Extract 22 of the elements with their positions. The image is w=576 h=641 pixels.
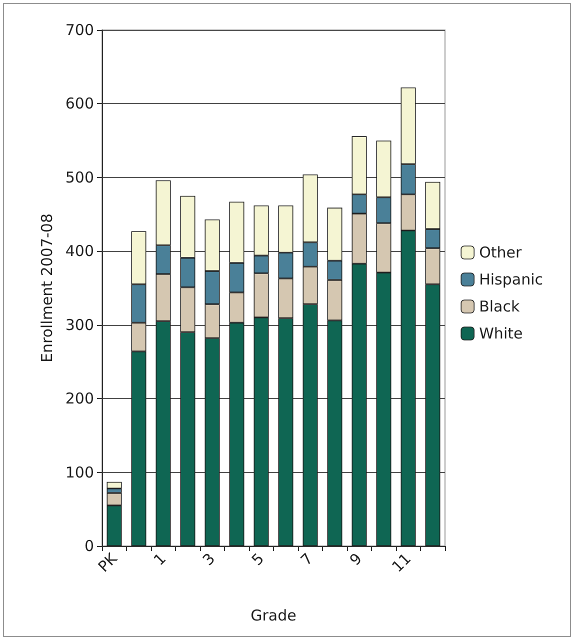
y-tick-label: 100 (65, 463, 94, 482)
y-tick-label: 400 (65, 242, 94, 260)
x-axis-title: Grade (250, 606, 296, 624)
legend-label: Other (479, 244, 523, 262)
x-tick-label: 3 (199, 550, 219, 570)
y-tick-label: 600 (65, 94, 94, 113)
bar (106, 482, 122, 489)
y-tick-label: 500 (65, 168, 94, 186)
x-tick-label: 7 (297, 550, 317, 570)
x-tick-label: 11 (388, 550, 415, 576)
y-tick-label: 300 (65, 316, 94, 334)
y-tick-label: 0 (84, 537, 94, 555)
legend-label: Hispanic (479, 270, 544, 288)
x-tick-label: 1 (150, 550, 170, 570)
x-tick-label: 9 (346, 550, 366, 570)
y-axis-title: Enrollment 2007-08 (38, 213, 56, 363)
x-tick-label: PK (94, 548, 122, 576)
y-tick-label: 200 (65, 390, 94, 408)
x-tick-label: 5 (248, 550, 268, 570)
legend-label: White (479, 324, 523, 342)
legend-label: Black (479, 298, 520, 316)
y-tick-label: 700 (65, 21, 94, 39)
